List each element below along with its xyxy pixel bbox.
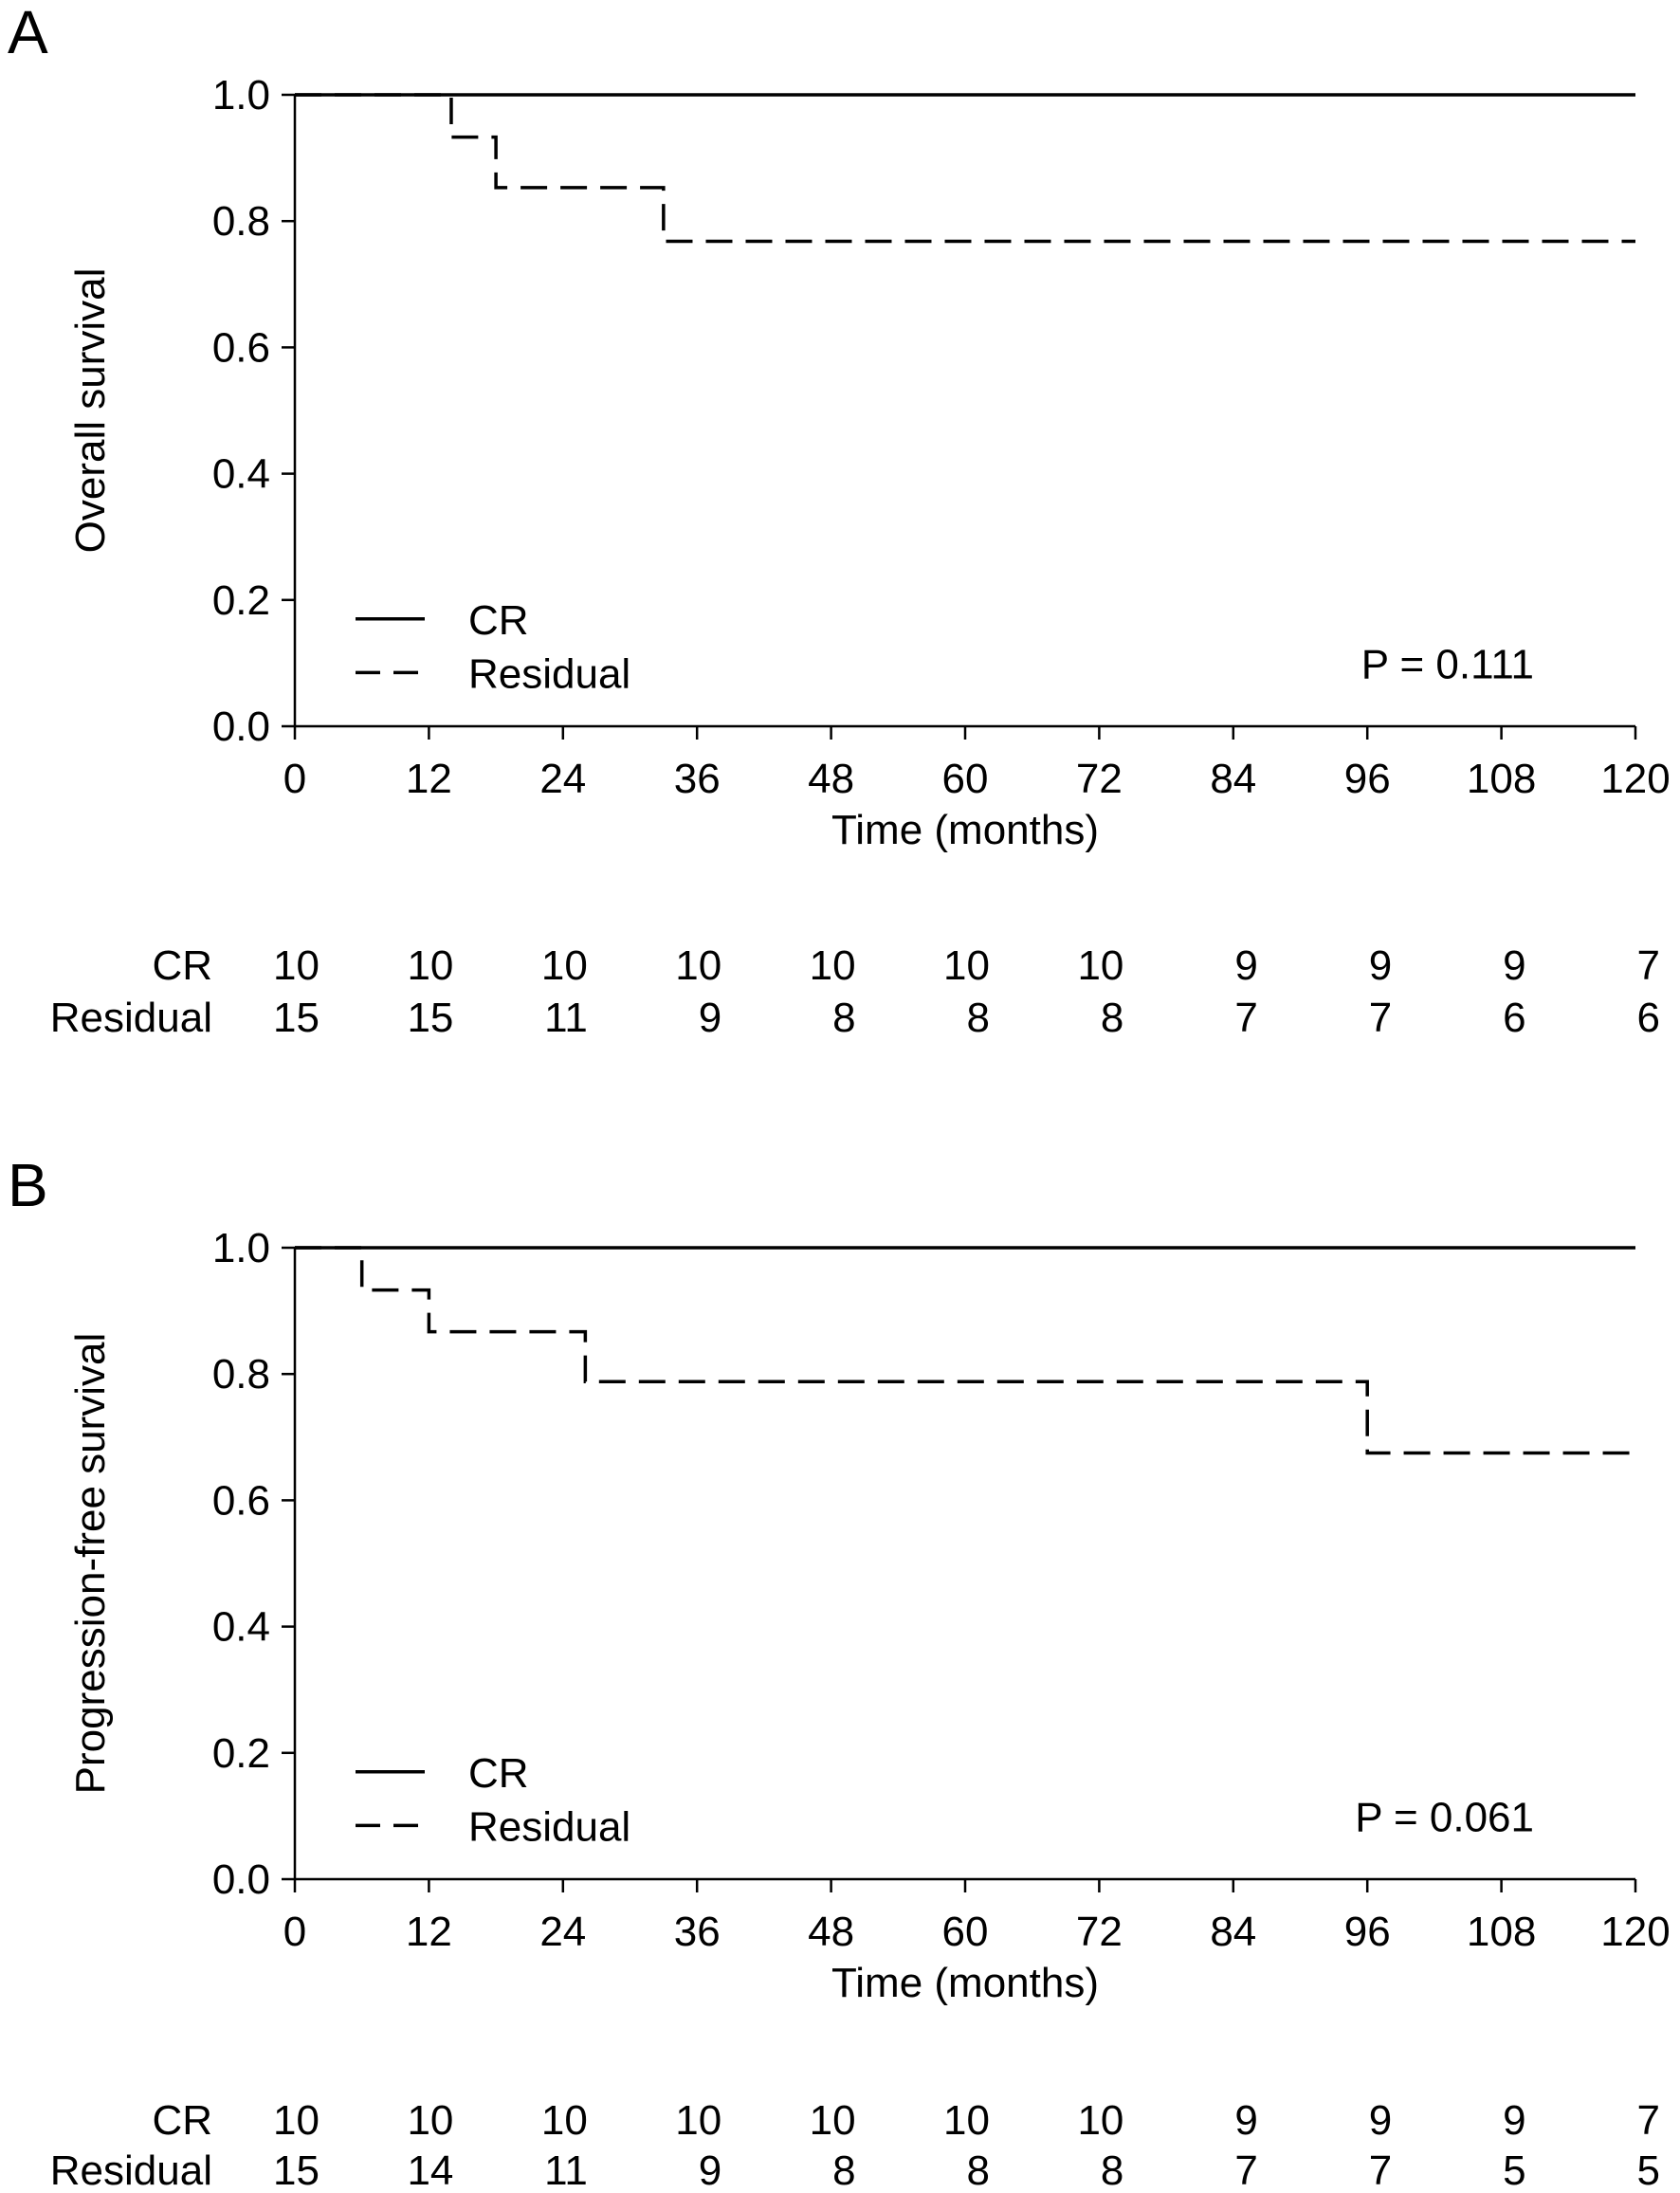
panel-a-risk-value-residual: 7 — [1234, 995, 1257, 1041]
panel-b-risk-value-residual: 5 — [1503, 2147, 1525, 2193]
panel-b-risk-value-cr: 9 — [1234, 2097, 1257, 2144]
panel-a-x-tick-label: 60 — [942, 756, 989, 802]
panel-b-x-tick-label: 120 — [1600, 1909, 1670, 1955]
panel-a-x-tick-label: 36 — [674, 756, 721, 802]
panel-b-risk-value-cr: 7 — [1637, 2097, 1660, 2144]
panel-b-risk-row-label-cr: CR — [152, 2097, 212, 2144]
panel-b-x-tick-label: 12 — [406, 1909, 452, 1955]
panel-b-x-tick-label: 72 — [1076, 1909, 1123, 1955]
panel-a-y-tick-label: 0.4 — [212, 451, 270, 498]
panel-b-y-tick-label: 0.0 — [212, 1856, 270, 1903]
panel-b-risk-value-residual: 14 — [407, 2147, 453, 2193]
panel-a-risk-value-residual: 7 — [1369, 995, 1392, 1041]
panel-b-risk-value-cr: 10 — [1077, 2097, 1123, 2144]
panel-a-x-tick-label: 120 — [1600, 756, 1670, 802]
panel-b-x-tick-label: 0 — [283, 1909, 306, 1955]
panel-b-y-tick-label: 0.2 — [212, 1730, 270, 1777]
panel-b-x-tick-label: 60 — [942, 1909, 989, 1955]
panel-b-y-tick-label: 0.6 — [212, 1477, 270, 1524]
panel-b-risk-row-label-residual: Residual — [50, 2147, 212, 2193]
panel-b-x-tick-label: 48 — [808, 1909, 854, 1955]
panel-b-risk-value-cr: 10 — [273, 2097, 320, 2144]
panel-a-x-tick-label: 24 — [539, 756, 586, 802]
panel-a-risk-value-cr: 10 — [407, 942, 453, 989]
panel-b-risk-value-cr: 10 — [943, 2097, 990, 2144]
panel-a-label: A — [8, 0, 48, 66]
panel-a-x-tick-label: 84 — [1210, 756, 1256, 802]
panel-a-y-tick-label: 0.0 — [212, 704, 270, 750]
panel-a-y-tick-label: 0.8 — [212, 198, 270, 245]
panel-b-p-value: P = 0.061 — [1355, 1794, 1534, 1840]
panel-b-x-tick-label: 96 — [1344, 1909, 1391, 1955]
panel-a-y-tick-label: 1.0 — [212, 72, 270, 119]
panel-b-x-tick-label: 108 — [1467, 1909, 1536, 1955]
panel-a-risk-value-cr: 10 — [273, 942, 320, 989]
panel-a-risk-value-cr: 9 — [1369, 942, 1392, 989]
panel-a-risk-value-residual: 15 — [273, 995, 320, 1041]
panel-b-risk-value-residual: 8 — [967, 2147, 990, 2193]
panel-a-risk-value-cr: 9 — [1503, 942, 1525, 989]
panel-b-series-residual — [295, 1246, 1635, 1455]
panel-b-risk-value-cr: 9 — [1503, 2097, 1525, 2144]
panel-a-risk-value-residual: 15 — [407, 995, 453, 1041]
panel-a-x-tick-label: 48 — [808, 756, 854, 802]
panel-b-risk-value-cr: 9 — [1369, 2097, 1392, 2144]
panel-b-risk-value-residual: 5 — [1637, 2147, 1660, 2193]
panel-a-risk-value-residual: 9 — [699, 995, 721, 1041]
panel-b-x-tick-label: 84 — [1210, 1909, 1256, 1955]
panel-b-x-tick-label: 36 — [674, 1909, 721, 1955]
panel-b-risk-value-residual: 8 — [1101, 2147, 1123, 2193]
panel-a-x-tick-label: 0 — [283, 756, 306, 802]
panel-a-y-axis-title: Overall survival — [67, 268, 114, 554]
panel-a-risk-value-residual: 6 — [1637, 995, 1660, 1041]
panel-a-p-value: P = 0.111 — [1361, 641, 1534, 687]
panel-a-x-tick-label: 96 — [1344, 756, 1391, 802]
panel-b-x-axis-title: Time (months) — [831, 1960, 1099, 2006]
panel-a-x-tick-label: 108 — [1467, 756, 1536, 802]
panel-a-risk-value-residual: 8 — [832, 995, 855, 1041]
panel-b-risk-value-residual: 9 — [699, 2147, 721, 2193]
panel-b-risk-value-cr: 10 — [810, 2097, 856, 2144]
panel-a-risk-value-cr: 10 — [541, 942, 588, 989]
panel-a-risk-value-residual: 11 — [544, 995, 588, 1041]
panel-a-x-tick-label: 12 — [406, 756, 452, 802]
panel-a-risk-value-residual: 8 — [967, 995, 990, 1041]
panel-a-risk-value-cr: 10 — [810, 942, 856, 989]
panel-b-y-tick-label: 0.8 — [212, 1351, 270, 1398]
panel-a-risk-row-label-cr: CR — [152, 942, 212, 989]
panel-b-risk-value-residual: 7 — [1369, 2147, 1392, 2193]
panel-a-legend-label-residual: Residual — [468, 650, 630, 697]
panel-a-series-residual — [295, 93, 1635, 244]
panel-a-legend-label-cr: CR — [468, 597, 529, 644]
panel-a-y-tick-label: 0.6 — [212, 324, 270, 371]
panel-b-legend-label-cr: CR — [468, 1750, 529, 1797]
panel-b-label: B — [8, 1151, 48, 1219]
panel-a-risk-value-cr: 10 — [1077, 942, 1123, 989]
panel-b-y-tick-label: 0.4 — [212, 1604, 270, 1651]
panel-a-x-tick-label: 72 — [1076, 756, 1123, 802]
panel-a-risk-row-label-residual: Residual — [50, 995, 212, 1041]
panel-a-x-axis-title: Time (months) — [831, 807, 1099, 853]
panel-b-risk-value-residual: 7 — [1234, 2147, 1257, 2193]
panel-b-risk-value-cr: 10 — [675, 2097, 721, 2144]
panel-b-y-axis-title: Progression-free survival — [67, 1333, 114, 1795]
panel-b-risk-value-cr: 10 — [407, 2097, 453, 2144]
panel-b-risk-value-residual: 15 — [273, 2147, 320, 2193]
panel-a-risk-value-cr: 7 — [1637, 942, 1660, 989]
panel-b-y-tick-label: 1.0 — [212, 1225, 270, 1271]
panel-b-risk-value-residual: 11 — [544, 2147, 588, 2193]
panel-a-risk-value-cr: 10 — [943, 942, 990, 989]
panel-a-risk-value-cr: 10 — [675, 942, 721, 989]
panel-b-legend-label-residual: Residual — [468, 1803, 630, 1850]
panel-a-risk-value-residual: 6 — [1503, 995, 1525, 1041]
panel-a-risk-value-cr: 9 — [1234, 942, 1257, 989]
panel-a-risk-value-residual: 8 — [1101, 995, 1123, 1041]
panel-b-risk-value-residual: 8 — [832, 2147, 855, 2193]
panel-b-risk-value-cr: 10 — [541, 2097, 588, 2144]
panel-a-y-tick-label: 0.2 — [212, 577, 270, 624]
panel-b-x-tick-label: 24 — [539, 1909, 586, 1955]
